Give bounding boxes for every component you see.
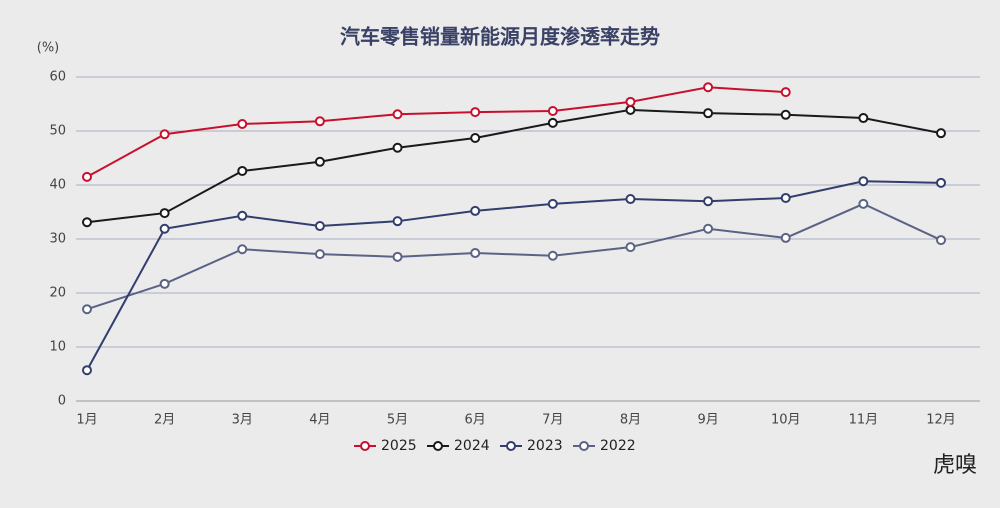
point bbox=[470, 248, 481, 259]
point bbox=[314, 249, 325, 260]
point bbox=[625, 104, 636, 115]
point bbox=[703, 108, 714, 119]
x-tick-label: 7月 bbox=[542, 413, 563, 428]
point bbox=[858, 198, 869, 209]
point bbox=[314, 156, 325, 167]
point bbox=[392, 251, 403, 262]
series-line bbox=[86, 202, 942, 311]
y-tick-label: 30 bbox=[49, 232, 66, 247]
series-line bbox=[86, 108, 942, 224]
point bbox=[470, 205, 481, 216]
point bbox=[936, 128, 946, 139]
point bbox=[780, 232, 791, 243]
legend-marker bbox=[360, 441, 370, 451]
x-tick-label: 10月 bbox=[771, 413, 801, 428]
x-tick-label: 11月 bbox=[849, 413, 879, 428]
x-tick-label: 8月 bbox=[620, 413, 641, 428]
x-tick-label: 5月 bbox=[387, 413, 408, 428]
point bbox=[392, 109, 403, 120]
logo: 虎嗅 bbox=[933, 453, 977, 478]
point bbox=[780, 192, 791, 203]
point bbox=[936, 177, 946, 188]
legend-label: 2024 bbox=[454, 438, 490, 454]
y-tick-label: 20 bbox=[49, 286, 66, 301]
point bbox=[470, 133, 481, 144]
x-tick-label: 4月 bbox=[309, 413, 330, 428]
series-line bbox=[86, 86, 786, 178]
point bbox=[936, 235, 946, 246]
legend-marker bbox=[433, 441, 443, 451]
point bbox=[392, 142, 403, 153]
point bbox=[314, 116, 325, 127]
legend-label: 2025 bbox=[381, 438, 417, 454]
point bbox=[780, 109, 791, 120]
x-tick-label: 1月 bbox=[76, 413, 97, 428]
point bbox=[625, 242, 636, 253]
y-tick-label: 50 bbox=[49, 124, 66, 139]
point bbox=[625, 194, 636, 205]
point bbox=[780, 87, 791, 98]
point bbox=[470, 107, 481, 118]
y-tick-label: 40 bbox=[49, 178, 66, 193]
point bbox=[625, 96, 636, 107]
y-unit: (%) bbox=[37, 41, 60, 56]
legend-marker bbox=[506, 441, 516, 451]
series-line bbox=[86, 180, 942, 371]
point bbox=[703, 82, 714, 93]
point bbox=[314, 221, 325, 232]
point bbox=[547, 117, 558, 128]
point bbox=[159, 223, 170, 234]
x-tick-label: 12月 bbox=[926, 413, 956, 428]
point bbox=[547, 250, 558, 261]
legend-label: 2023 bbox=[527, 438, 563, 454]
x-tick-label: 2月 bbox=[154, 413, 175, 428]
point bbox=[159, 129, 170, 140]
point bbox=[82, 217, 92, 228]
y-tick-label: 60 bbox=[49, 70, 66, 85]
point bbox=[82, 365, 92, 376]
chart-title: 汽车零售销量新能源月度渗透率走势 bbox=[340, 25, 660, 49]
point bbox=[858, 176, 869, 187]
x-tick-label: 6月 bbox=[465, 413, 486, 428]
point bbox=[159, 208, 170, 219]
point bbox=[237, 165, 248, 176]
x-tick-label: 3月 bbox=[232, 413, 253, 428]
x-tick-label: 9月 bbox=[697, 413, 718, 428]
y-tick-label: 10 bbox=[49, 340, 66, 355]
point bbox=[82, 171, 92, 182]
point bbox=[392, 216, 403, 227]
y-tick-label: 0 bbox=[58, 394, 66, 409]
point bbox=[237, 244, 248, 255]
point bbox=[237, 118, 248, 129]
point bbox=[237, 210, 248, 221]
point bbox=[703, 196, 714, 207]
legend-marker bbox=[579, 441, 589, 451]
point bbox=[703, 223, 714, 234]
point bbox=[858, 113, 869, 124]
legend-label: 2022 bbox=[600, 438, 636, 454]
point bbox=[547, 198, 558, 209]
point bbox=[82, 304, 92, 315]
point bbox=[547, 106, 558, 117]
point bbox=[159, 278, 170, 289]
